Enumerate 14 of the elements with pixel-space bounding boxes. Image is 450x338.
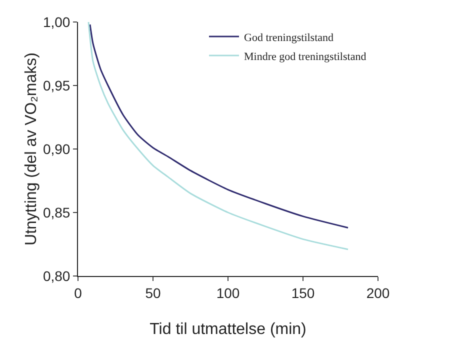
y-axis-title: Utnytting (del av VO₂maks) (23, 52, 40, 246)
y-tick-label: 1,00 (42, 14, 70, 30)
legend-label: God treningstilstand (244, 32, 334, 44)
x-tick-label: 150 (291, 284, 315, 301)
x-tick-label: 0 (74, 284, 82, 301)
x-tick-label: 50 (145, 284, 161, 301)
y-tick-label: 0,90 (42, 140, 70, 157)
y-tick-label: 0,80 (42, 268, 70, 284)
x-tick-label: 200 (366, 284, 390, 301)
x-axis-title: Tid til utmattelse (min) (150, 321, 306, 338)
y-tick-label: 0,85 (42, 204, 70, 220)
y-tick-label: 0,95 (42, 77, 70, 94)
legend-label: Mindre god treningstilstand (244, 50, 367, 63)
x-tick-label: 100 (216, 284, 240, 301)
